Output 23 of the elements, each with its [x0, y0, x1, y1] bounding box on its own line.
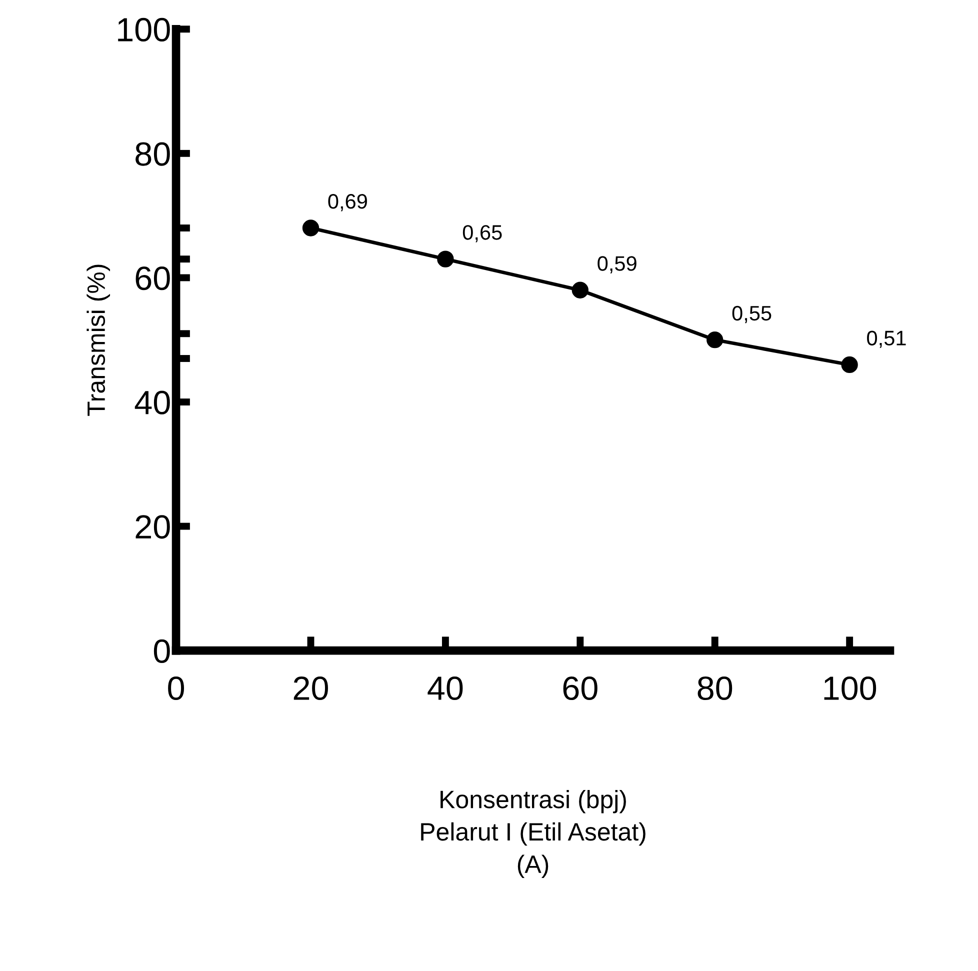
point [302, 220, 320, 236]
point [572, 282, 588, 298]
x-tick-label: 40 [428, 676, 463, 700]
y-tick-label: 100 [118, 18, 170, 42]
annotation: 0,51 [867, 330, 906, 348]
x-tick-label: 80 [698, 676, 732, 700]
x-tick-label: 20 [294, 676, 328, 700]
point [841, 356, 858, 374]
annotation: 0,55 [732, 306, 772, 324]
annotation: 0,69 [328, 194, 367, 212]
x-tick-label: 60 [563, 676, 598, 700]
annotation: 0,59 [598, 256, 636, 274]
y-tick-label: 40 [134, 390, 170, 414]
x-axis-title: Konsentrasi (bpj) Pelarut I (Etil Asetat) (A) [421, 790, 646, 878]
x-tick-label: 100 [824, 676, 876, 700]
point [706, 332, 724, 348]
y-tick-label: 20 [136, 515, 170, 539]
y-axis-title: Transmisi (%) [86, 264, 110, 416]
point [437, 250, 454, 268]
annotation: 0,65 [462, 225, 502, 242]
y-tick-label: 0 [154, 639, 170, 663]
y-tick-label: 80 [136, 142, 170, 166]
y-tick-label: 60 [136, 266, 170, 290]
